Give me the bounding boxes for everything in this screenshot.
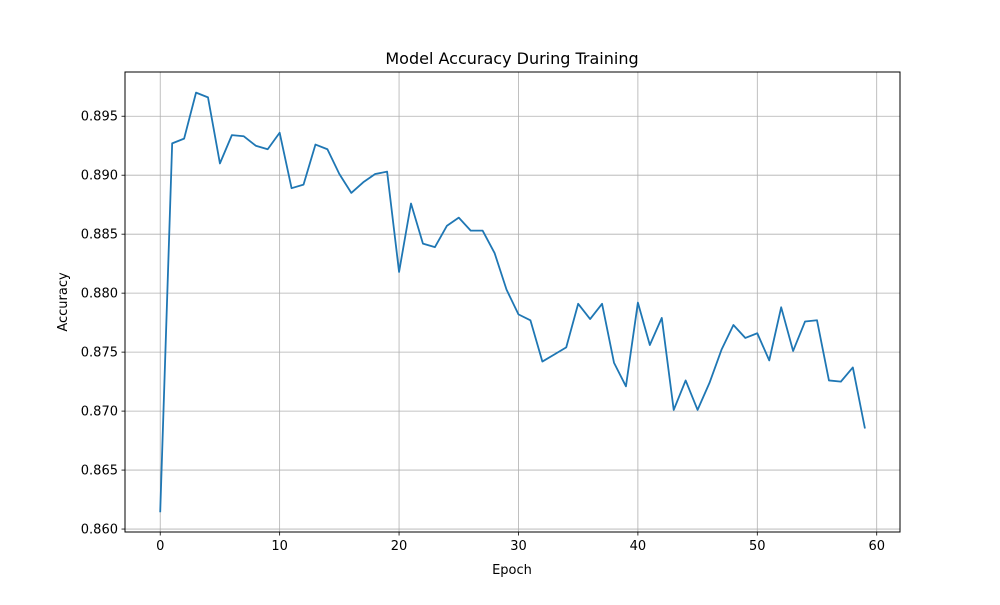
y-tick-label: 0.875	[81, 346, 118, 361]
x-tick-label: 50	[749, 539, 766, 554]
x-tick-label: 0	[156, 539, 164, 554]
y-tick-label: 0.870	[81, 405, 118, 420]
x-tick-label: 10	[271, 539, 288, 554]
x-axis-label: Epoch	[492, 563, 532, 578]
y-tick-label: 0.890	[81, 169, 118, 184]
y-tick-label: 0.885	[81, 228, 118, 243]
x-tick-label: 60	[868, 539, 885, 554]
y-tick-label: 0.895	[81, 110, 118, 125]
x-tick-label: 30	[510, 539, 527, 554]
chart-title: Model Accuracy During Training	[385, 49, 638, 68]
y-tick-label: 0.865	[81, 464, 118, 479]
x-tick-label: 40	[630, 539, 647, 554]
x-tick-label: 20	[391, 539, 408, 554]
y-tick-label: 0.860	[81, 523, 118, 538]
y-axis-label: Accuracy	[56, 272, 71, 332]
y-tick-label: 0.880	[81, 287, 118, 302]
